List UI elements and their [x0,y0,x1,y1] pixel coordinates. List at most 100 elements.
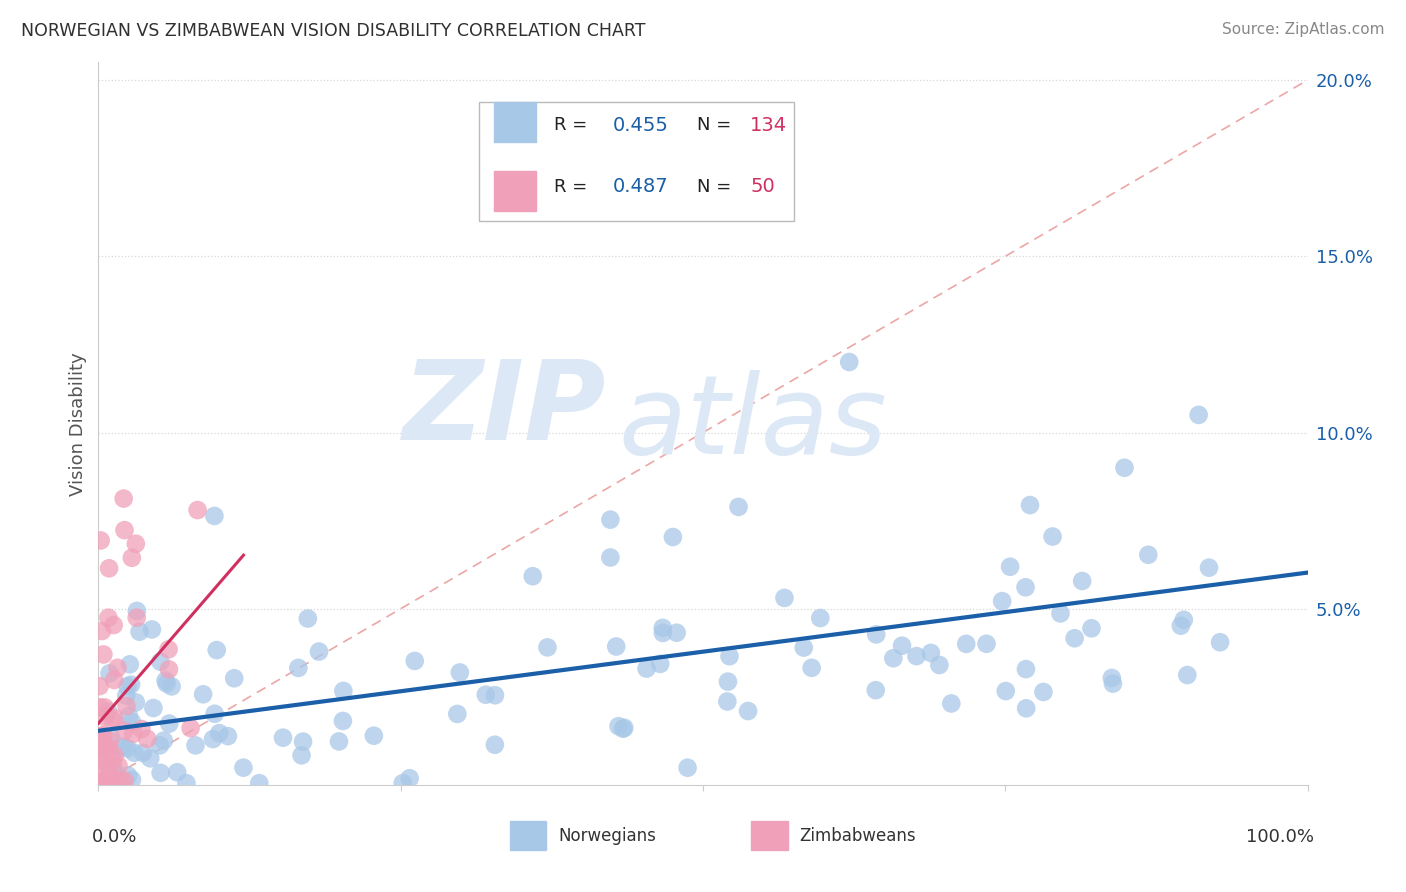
Point [180,721,202,735]
Point [484,688,506,702]
Point [125,695,148,709]
Point [398,771,420,785]
Text: NORWEGIAN VS ZIMBABWEAN VISION DISABILITY CORRELATION CHART: NORWEGIAN VS ZIMBABWEAN VISION DISABILIT… [21,22,645,40]
Point [100,731,122,745]
Point [97,774,120,789]
Point [117,769,139,783]
Point [976,637,998,651]
Point [718,649,741,664]
Point [1137,548,1160,562]
Point [205,643,228,657]
Point [292,734,315,748]
Point [103,673,125,687]
Point [118,709,141,723]
Point [93,648,115,662]
Point [920,646,942,660]
Point [93,700,115,714]
Point [89,700,111,714]
Point [114,773,136,788]
Point [865,683,887,698]
Point [808,611,831,625]
Point [1015,662,1038,676]
Point [522,569,544,583]
Point [121,715,143,730]
Point [224,671,246,685]
Point [650,657,672,671]
Point [651,626,673,640]
Point [613,721,636,735]
Point [122,727,145,741]
Point [332,684,354,698]
Point [110,776,132,790]
Point [101,754,124,768]
Point [107,661,129,675]
Point [98,666,121,681]
Text: ZIP: ZIP [402,356,606,463]
Point [328,734,350,748]
Point [391,776,413,790]
Point [208,726,231,740]
Point [1209,635,1232,649]
Point [103,618,125,632]
Point [217,729,239,743]
Point [793,640,815,655]
Point [156,676,179,690]
Point [93,774,115,789]
Point [716,694,738,708]
Point [94,755,117,769]
Point [905,649,928,664]
Point [98,776,121,790]
Point [1102,676,1125,690]
Point [1101,671,1123,685]
Point [94,776,117,790]
Point [103,776,125,790]
Point [204,508,226,523]
Text: atlas: atlas [619,370,887,477]
Y-axis label: Vision Disability: Vision Disability [69,351,87,496]
Point [287,661,309,675]
Point [1170,618,1192,632]
Point [89,679,111,693]
Text: R =: R = [554,116,593,135]
Point [991,594,1014,608]
Point [90,737,112,751]
Point [184,739,207,753]
Point [121,772,143,787]
Point [94,710,117,724]
Point [122,746,145,760]
FancyBboxPatch shape [494,103,536,142]
Text: 0.0%: 0.0% [93,829,138,847]
Point [1014,580,1036,594]
Point [449,665,471,680]
Point [91,738,114,752]
Point [117,741,139,756]
Point [112,723,135,738]
Point [605,640,627,654]
Text: Zimbabweans: Zimbabweans [800,827,917,845]
Point [665,625,688,640]
Point [149,765,172,780]
Point [103,772,125,786]
Point [1188,408,1211,422]
Point [115,689,138,703]
Point [891,639,914,653]
Point [1019,498,1042,512]
Text: 0.455: 0.455 [613,116,668,135]
Point [105,768,128,782]
Point [928,657,950,672]
Point [152,733,174,747]
Text: Norwegians: Norwegians [558,827,655,845]
Point [114,523,136,537]
Point [308,644,330,658]
Point [1042,529,1064,543]
Point [475,688,498,702]
Point [1175,668,1198,682]
Point [994,684,1017,698]
Point [90,733,112,747]
Point [865,627,887,641]
Point [90,533,112,548]
Point [97,705,120,719]
Point [1080,621,1102,635]
Point [612,722,634,736]
Point [128,624,150,639]
